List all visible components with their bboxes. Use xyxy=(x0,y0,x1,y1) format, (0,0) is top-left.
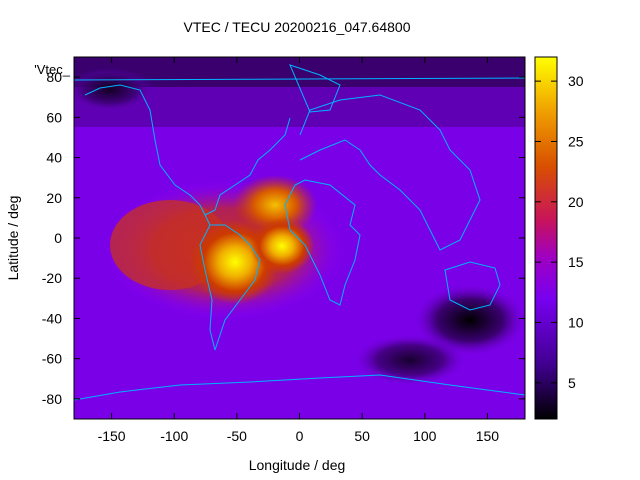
y-tick-label: 60 xyxy=(46,109,62,125)
heatmap-field xyxy=(74,57,525,419)
y-axis-ticks: -80 -60 -40 -20 0 20 40 60 80 xyxy=(42,69,525,407)
coastline-south-america-east xyxy=(210,224,261,351)
colorbar-tick-label: 25 xyxy=(568,133,584,149)
x-tick-label: 100 xyxy=(413,428,437,444)
colorbar-gradient xyxy=(534,56,558,420)
y-tick-label: -40 xyxy=(42,310,62,326)
coastline-eurasia xyxy=(299,94,481,251)
y-axis-label: Latitude / deg xyxy=(5,196,21,281)
colorbar-tick-label: 15 xyxy=(568,254,584,270)
coastline-north-america-east xyxy=(204,117,291,216)
y-tick-label: 20 xyxy=(46,190,62,206)
coastline-arctic xyxy=(74,77,525,81)
heatmap-peak-south-atlantic xyxy=(250,218,314,274)
colorbar-tick-label: 30 xyxy=(568,73,584,89)
x-tick-label: 0 xyxy=(296,428,304,444)
y-tick-label: 40 xyxy=(46,150,62,166)
coastline-antarctica xyxy=(74,374,525,401)
coastline-australia xyxy=(444,261,501,311)
heatmap-low-alaska xyxy=(74,68,155,112)
x-tick-label: -50 xyxy=(227,428,247,444)
colorbar-tick-label: 10 xyxy=(568,314,584,330)
plot-area: -150 -100 -50 0 50 100 150 -80 -60 -40 -20 0 20 40 60… xyxy=(42,56,526,444)
x-tick-label: 50 xyxy=(354,428,370,444)
coastlines xyxy=(74,64,525,401)
x-tick-label: 150 xyxy=(476,428,500,444)
x-axis-label: Longitude / deg xyxy=(249,457,346,473)
chart-title: VTEC / TECU 20200216_047.64800 xyxy=(183,19,410,35)
colorbar-tick-label: 20 xyxy=(568,194,584,210)
legend-entry: 'Vtec_ xyxy=(34,62,70,77)
y-tick-label: 0 xyxy=(54,230,62,246)
colorbar-ticks: 5 10 15 20 25 30 xyxy=(535,73,584,391)
x-tick-label: -100 xyxy=(160,428,188,444)
x-axis-ticks: -150 -100 -50 0 50 100 150 xyxy=(98,57,500,444)
heatmap-low-south-indian xyxy=(355,335,465,385)
y-tick-label: -80 xyxy=(42,391,62,407)
x-tick-label: -150 xyxy=(98,428,126,444)
y-tick-label: 80 xyxy=(46,69,62,85)
coastline-africa xyxy=(284,179,361,306)
colorbar-tick-label: 5 xyxy=(568,375,576,391)
y-tick-label: -20 xyxy=(42,270,62,286)
coastline-greenland xyxy=(289,64,341,113)
heatmap-low-australia xyxy=(415,285,525,355)
heatmap-north-anomaly xyxy=(233,175,317,235)
y-tick-label: -60 xyxy=(42,351,62,367)
coastline-north-america-west xyxy=(84,84,206,216)
colorbar: 5 10 15 20 25 30 xyxy=(534,56,584,420)
